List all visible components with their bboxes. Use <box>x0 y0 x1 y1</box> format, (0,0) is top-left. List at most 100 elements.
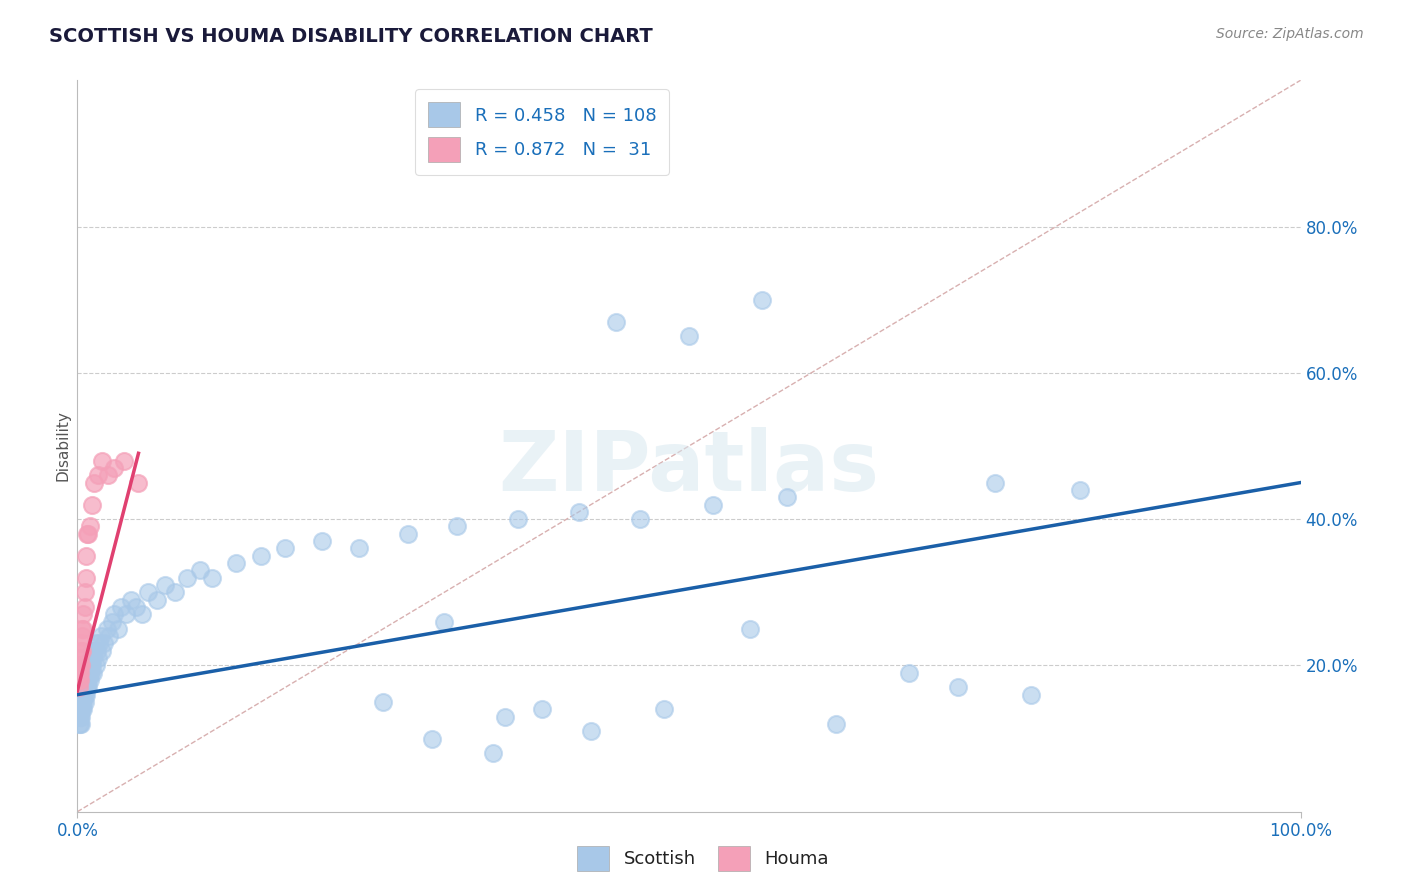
Point <box>70 717 93 731</box>
Point <box>125 599 148 614</box>
Point <box>898 665 921 680</box>
Point <box>96 622 118 636</box>
Y-axis label: Disability: Disability <box>55 410 70 482</box>
Text: Source: ZipAtlas.com: Source: ZipAtlas.com <box>1216 27 1364 41</box>
Point <box>446 519 468 533</box>
Point <box>70 673 93 687</box>
Point <box>75 673 97 687</box>
Point <box>73 688 96 702</box>
Point <box>67 658 90 673</box>
Point <box>605 315 627 329</box>
Point <box>568 505 591 519</box>
Point <box>97 468 120 483</box>
Point <box>75 665 97 680</box>
Point <box>70 709 93 723</box>
Point <box>77 665 100 680</box>
Point <box>70 688 93 702</box>
Point <box>420 731 443 746</box>
Point <box>131 607 153 622</box>
Point <box>80 665 103 680</box>
Point <box>93 636 115 650</box>
Point <box>70 695 93 709</box>
Point <box>946 681 969 695</box>
Point <box>67 665 90 680</box>
Point <box>155 578 177 592</box>
Point <box>70 636 93 650</box>
Point <box>79 658 101 673</box>
Point <box>83 475 105 490</box>
Point <box>201 571 224 585</box>
Point <box>69 673 91 687</box>
Point <box>89 636 111 650</box>
Point <box>678 329 700 343</box>
Point <box>82 665 104 680</box>
Point <box>70 681 93 695</box>
Point <box>579 724 602 739</box>
Point <box>70 702 93 716</box>
Point <box>76 658 98 673</box>
Point <box>1069 483 1091 497</box>
Point <box>67 688 90 702</box>
Point <box>110 599 132 614</box>
Point <box>75 688 97 702</box>
Point <box>69 695 91 709</box>
Point <box>82 651 104 665</box>
Point <box>100 615 122 629</box>
Text: ZIPatlas: ZIPatlas <box>499 427 879 508</box>
Point <box>69 673 91 687</box>
Point <box>77 681 100 695</box>
Point <box>67 709 90 723</box>
Point <box>72 695 94 709</box>
Point <box>702 498 724 512</box>
Point <box>751 293 773 307</box>
Point <box>75 549 97 563</box>
Point <box>824 717 846 731</box>
Point <box>70 644 93 658</box>
Point <box>225 556 247 570</box>
Point <box>69 702 91 716</box>
Point <box>70 658 93 673</box>
Point <box>72 622 94 636</box>
Point <box>98 629 121 643</box>
Point <box>67 673 90 687</box>
Point <box>136 585 159 599</box>
Point <box>80 644 103 658</box>
Point <box>75 571 97 585</box>
Point <box>87 651 110 665</box>
Point <box>103 461 125 475</box>
Point <box>311 534 333 549</box>
Point <box>75 681 97 695</box>
Point <box>70 688 93 702</box>
Point <box>76 681 98 695</box>
Point <box>146 592 169 607</box>
Point <box>70 695 93 709</box>
Point <box>72 673 94 687</box>
Point <box>86 644 108 658</box>
Point <box>776 490 799 504</box>
Point <box>90 629 112 643</box>
Point <box>70 673 93 687</box>
Point <box>79 665 101 680</box>
Point <box>67 702 90 716</box>
Point <box>176 571 198 585</box>
Point <box>107 622 129 636</box>
Point <box>80 498 103 512</box>
Point <box>77 673 100 687</box>
Point <box>69 709 91 723</box>
Point <box>76 526 98 541</box>
Point <box>120 592 142 607</box>
Point <box>112 453 135 467</box>
Point <box>69 651 91 665</box>
Point <box>274 541 297 556</box>
Point <box>506 512 529 526</box>
Point <box>69 688 91 702</box>
Point <box>73 585 96 599</box>
Legend: Scottish, Houma: Scottish, Houma <box>569 838 837 879</box>
Point <box>531 702 554 716</box>
Point <box>628 512 651 526</box>
Point <box>250 549 273 563</box>
Point <box>72 702 94 716</box>
Point <box>69 665 91 680</box>
Point <box>1021 688 1043 702</box>
Point <box>103 607 125 622</box>
